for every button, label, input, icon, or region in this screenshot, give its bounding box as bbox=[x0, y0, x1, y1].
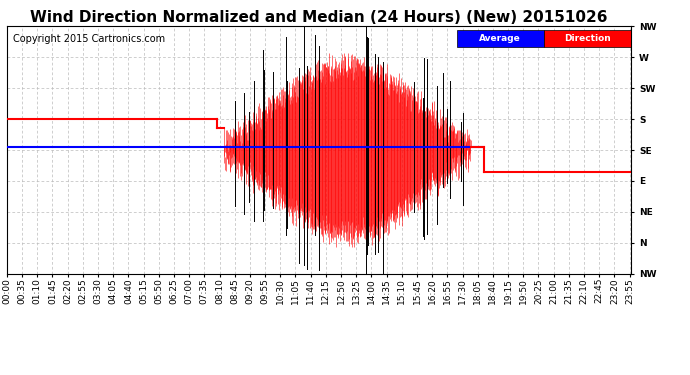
FancyBboxPatch shape bbox=[457, 30, 544, 47]
Text: Average: Average bbox=[480, 34, 521, 43]
FancyBboxPatch shape bbox=[544, 30, 631, 47]
Title: Wind Direction Normalized and Median (24 Hours) (New) 20151026: Wind Direction Normalized and Median (24… bbox=[30, 10, 608, 25]
Text: Copyright 2015 Cartronics.com: Copyright 2015 Cartronics.com bbox=[13, 34, 166, 44]
Text: Direction: Direction bbox=[564, 34, 611, 43]
